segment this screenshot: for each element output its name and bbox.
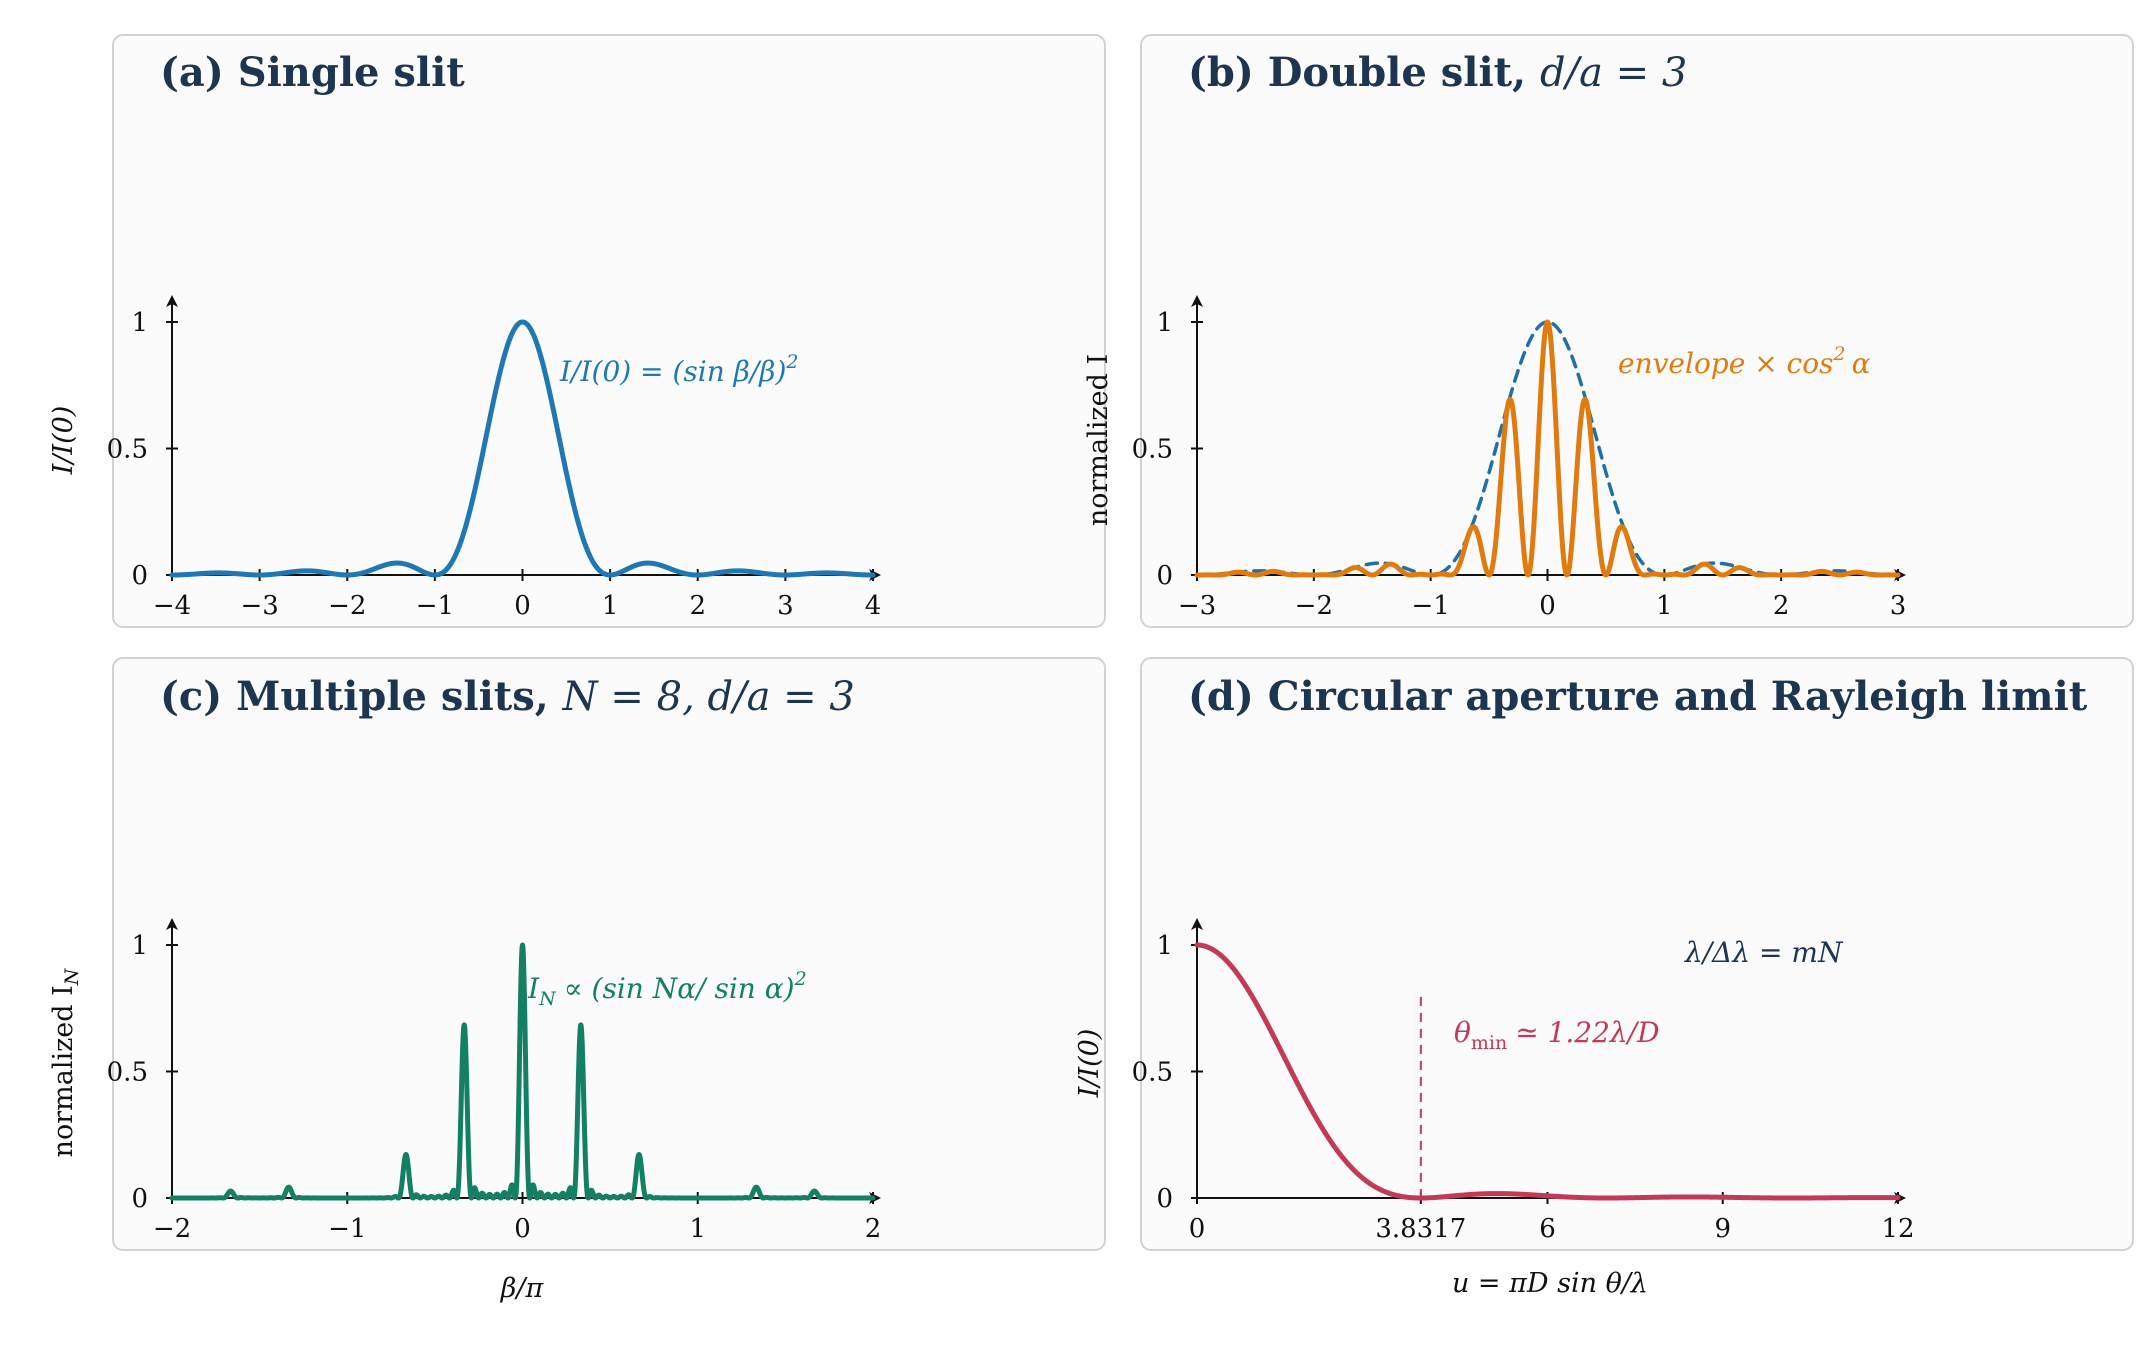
y-axis-arrow [1191,918,1203,930]
x-tick-label: −3 [1178,591,1216,621]
plot-c-ylabel: normalized IN [48,967,83,1157]
plot-d-ylabel: I/I(0) [1074,1029,1105,1099]
plot-b: −3 −2 −1 0 1 2 3 0 0.5 1 [1132,295,1907,621]
plot-a-ylabel: I/I(0) [48,406,79,476]
plot-d-rayleigh-annotation: θmin ≃ 1.22λ/D [1454,1016,1660,1054]
plot-a-formula: I/I(0) = (sin β/β)2 [559,351,799,388]
plot-d-resolving-annotation: λ/Δλ = mN [1684,936,1844,969]
plot-c: −2 −1 0 1 2 0 0.5 1 [107,918,882,1244]
plot-c-formula: IN ∝ (sin Nα/ sin α)2 [527,968,807,1010]
y-tick-label: 0 [1156,561,1173,591]
series-line-3-0 [1194,942,1901,1201]
y-axis-arrow [166,918,178,930]
plot-d-xlabel: u = πD sin θ/λ [1452,1268,1648,1299]
panel-b-frame [1140,34,2134,628]
x-tick-label: 2 [865,1214,882,1244]
y-tick-label: 0.5 [107,1058,148,1088]
y-tick-label: 1 [1156,931,1173,961]
y-tick-label: 1 [131,931,148,961]
series-line-2-0 [169,942,876,1201]
plot-b-annotation: envelope × cos2 α [1618,343,1871,380]
y-tick-label: 0.5 [1132,1058,1173,1088]
x-tick-label: 12 [1881,1214,1914,1244]
y-axis-arrow [166,295,178,307]
x-tick-label: 0 [514,1214,531,1244]
panel-a-title: (a) Single slit [160,49,465,96]
x-tick-label: 6 [1539,1214,1556,1244]
plot-a: −4 −3 −2 −1 0 1 2 3 4 0 0.5 1 [107,295,882,621]
x-tick-label: 1 [1656,591,1673,621]
panel-b-title: (b) Double slit, d/a = 3 [1188,49,1687,96]
y-tick-label: 0 [131,561,148,591]
panel-a-frame [112,34,1106,628]
x-tick-label: 3 [1890,591,1907,621]
y-tick-label: 1 [131,308,148,338]
plot-b-ylabel: normalized I [1083,354,1114,526]
y-tick-label: 0 [131,1184,148,1214]
panel-d-title: (d) Circular aperture and Rayleigh limit [1188,673,2088,720]
x-tick-label: 0 [514,591,531,621]
x-tick-label: −4 [153,591,191,621]
x-tick-label: 9 [1714,1214,1731,1244]
series-line-1-1 [1194,319,1901,578]
panel-d-frame [1140,657,2134,1251]
x-tick-label: −2 [328,591,366,621]
y-tick-label: 0.5 [1132,435,1173,465]
y-axis-arrow [1191,295,1203,307]
x-tick-label: 0 [1539,591,1556,621]
x-tick-label: −2 [153,1214,191,1244]
x-tick-label: 1 [602,591,619,621]
x-tick-label: 0 [1189,1214,1206,1244]
y-tick-label: 0 [1156,1184,1173,1214]
y-tick-label: 1 [1156,308,1173,338]
x-tick-label: 1 [689,1214,706,1244]
y-tick-label: 0.5 [107,435,148,465]
x-tick-label: 2 [1773,591,1790,621]
series-line-0-0 [169,319,876,578]
x-tick-label: −2 [1295,591,1333,621]
plot-d: 0 3.8317 6 9 12 0 0.5 1 [1132,918,1915,1244]
x-tick-label: 3.8317 [1375,1214,1466,1244]
panel-c-title: (c) Multiple slits, N = 8, d/a = 3 [160,673,855,720]
x-tick-label: 4 [865,591,882,621]
x-tick-label: 3 [777,591,794,621]
x-tick-label: −1 [416,591,454,621]
panel-c-frame [112,657,1106,1251]
x-tick-label: −1 [328,1214,366,1244]
plot-c-xlabel: β/π [500,1273,545,1304]
x-tick-label: −1 [1412,591,1450,621]
x-tick-label: −3 [240,591,278,621]
x-tick-label: 2 [689,591,706,621]
